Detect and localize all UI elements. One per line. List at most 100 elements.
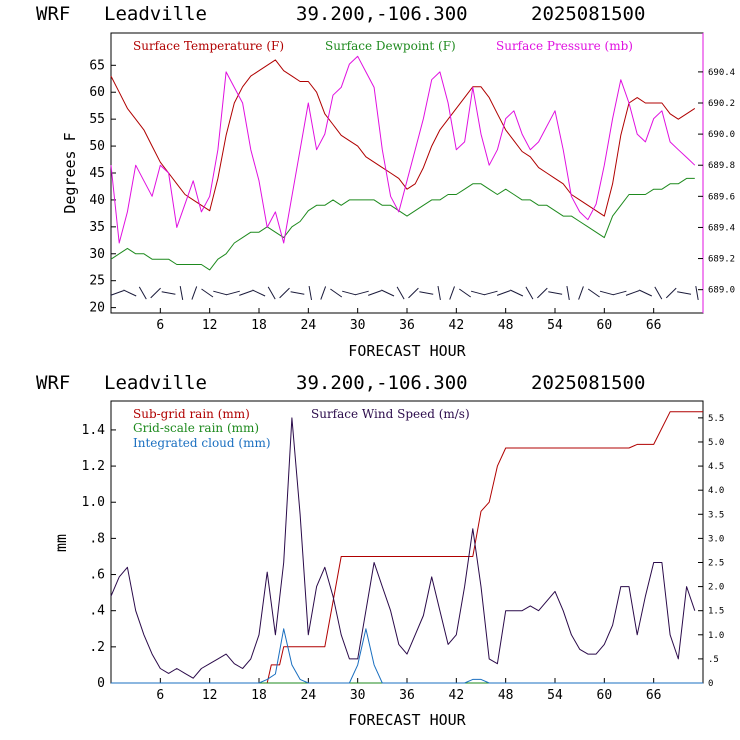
wind-barb xyxy=(191,286,198,300)
precip-x-tick-label: 48 xyxy=(498,688,514,703)
header-model-label: WRF xyxy=(36,3,70,25)
wind-barb xyxy=(537,287,548,299)
precip-x-tick-label: 6 xyxy=(156,688,164,703)
temp-x-tick-label: 30 xyxy=(350,318,366,333)
precip-right-tick-label: 4.5 xyxy=(708,462,724,472)
legend-temperature: Surface Temperature (F) xyxy=(133,39,284,53)
wind-barb xyxy=(267,286,276,300)
legend-subgrid-rain: Sub-grid rain (mm) xyxy=(133,407,250,421)
wind-barb xyxy=(578,286,584,300)
surface-wind-speed-line xyxy=(110,417,696,679)
wind-barb xyxy=(654,286,663,300)
precip-right-tick-label: 3.5 xyxy=(708,510,724,520)
precip-y-tick-label: 1.4 xyxy=(82,423,106,438)
precip-x-axis-label: FORECAST HOUR xyxy=(348,711,466,729)
wind-barb xyxy=(308,286,312,300)
temp-right-tick-label: 690.4 xyxy=(708,68,735,78)
precip-x-tick-label: 36 xyxy=(399,688,415,703)
legend-integrated-cloud: Integrated cloud (mm) xyxy=(133,436,271,450)
legend-wind-speed: Surface Wind Speed (m/s) xyxy=(311,407,470,421)
precip-y-tick-label: 1.2 xyxy=(82,459,105,474)
temp-x-tick-label: 60 xyxy=(597,318,613,333)
header2-coords-label: 39.200,-106.300 xyxy=(296,372,468,394)
wind-barb xyxy=(525,286,534,300)
temp-right-tick-label: 689.6 xyxy=(708,192,735,202)
precip-y-tick-label: .2 xyxy=(89,640,105,655)
wind-barb xyxy=(342,290,356,296)
precip-x-tick-label: 66 xyxy=(646,688,662,703)
temp-x-tick-label: 12 xyxy=(202,318,218,333)
wind-barb xyxy=(110,290,124,296)
precip-right-tick-label: 1.5 xyxy=(708,607,724,617)
temp-y-tick-label: 45 xyxy=(89,166,105,181)
wind-barb xyxy=(638,289,653,297)
wind-barb xyxy=(396,286,405,300)
precip-x-tick-label: 30 xyxy=(350,688,366,703)
precip-right-tick-label: 2.5 xyxy=(708,558,724,568)
precip-x-tick-label: 54 xyxy=(547,688,563,703)
wind-barb xyxy=(599,290,614,296)
precip-panel: FORECAST HOUR mm Sub-grid rain (mm) Surf… xyxy=(52,400,724,729)
wind-barb xyxy=(320,286,327,300)
precip-x-tick-label: 24 xyxy=(301,688,317,703)
precip-right-tick-label: 5.0 xyxy=(708,438,724,448)
precip-y-tick-label: .8 xyxy=(89,531,105,546)
wind-barb xyxy=(354,290,369,296)
precip-y-tick-label: 0 xyxy=(97,676,105,691)
precip-right-tick-label: .5 xyxy=(708,655,719,665)
wind-barb xyxy=(290,291,305,295)
precip-y-axis-label: mm xyxy=(52,534,70,552)
temp-y-tick-label: 20 xyxy=(89,301,105,316)
temp-y-tick-label: 40 xyxy=(89,193,105,208)
wind-barb xyxy=(279,287,290,299)
precip-y-tick-label: .4 xyxy=(89,604,105,619)
temp-right-tick-label: 689.8 xyxy=(708,161,735,171)
header-coords-label: 39.200,-106.300 xyxy=(296,3,468,25)
header2-model-label: WRF xyxy=(36,372,70,394)
panel1-header: WRF Leadville 39.200,-106.300 2025081500 xyxy=(36,3,645,25)
temp-right-tick-label: 690.0 xyxy=(708,130,735,140)
legend-dewpoint: Surface Dewpoint (F) xyxy=(325,39,456,53)
wind-barb xyxy=(381,289,395,297)
temperature-legend: Surface Temperature (F) Surface Dewpoint… xyxy=(133,39,633,53)
wind-barb xyxy=(459,288,471,298)
wind-barb xyxy=(179,286,184,300)
temperature-y-axis-label: Degrees F xyxy=(61,132,79,213)
wind-barb xyxy=(150,287,161,299)
wind-barb xyxy=(330,288,343,298)
temp-x-tick-label: 36 xyxy=(399,318,415,333)
temp-y-tick-label: 60 xyxy=(89,85,105,100)
temp-x-tick-label: 24 xyxy=(301,318,317,333)
precip-x-tick-label: 42 xyxy=(449,688,465,703)
temp-x-tick-label: 66 xyxy=(646,318,662,333)
precip-right-tick-label: 4.0 xyxy=(708,486,724,496)
temp-right-tick-label: 689.4 xyxy=(708,223,735,233)
precip-y-tick-label: .6 xyxy=(89,568,105,583)
temperature-x-axis-label: FORECAST HOUR xyxy=(348,342,466,360)
temperature-series xyxy=(110,55,696,271)
temp-x-tick-label: 54 xyxy=(547,318,563,333)
temp-x-tick-label: 42 xyxy=(449,318,465,333)
wind-barb xyxy=(625,290,640,296)
wind-barb xyxy=(566,286,570,300)
temp-x-tick-label: 48 xyxy=(498,318,514,333)
header-run-label: 2025081500 xyxy=(531,3,645,25)
wind-barb xyxy=(665,287,677,299)
temp-y-tick-label: 50 xyxy=(89,139,105,154)
wind-barb xyxy=(437,286,441,300)
header2-station-label: Leadville xyxy=(104,372,207,394)
precip-series xyxy=(110,411,703,684)
sub-grid-rain-line xyxy=(111,411,703,684)
wind-barbs-row xyxy=(110,286,699,300)
precip-right-tick-label: 1.0 xyxy=(708,631,724,641)
temp-x-tick-label: 6 xyxy=(156,318,164,333)
temp-right-tick-label: 689.2 xyxy=(708,255,735,265)
wind-barb xyxy=(496,290,511,296)
integrated-cloud-line xyxy=(111,628,703,684)
wind-barb xyxy=(123,289,137,297)
wind-barb xyxy=(213,290,228,296)
precip-right-tick-label: 0 xyxy=(708,679,713,689)
wind-barb xyxy=(226,290,240,296)
wind-barb xyxy=(483,290,498,296)
